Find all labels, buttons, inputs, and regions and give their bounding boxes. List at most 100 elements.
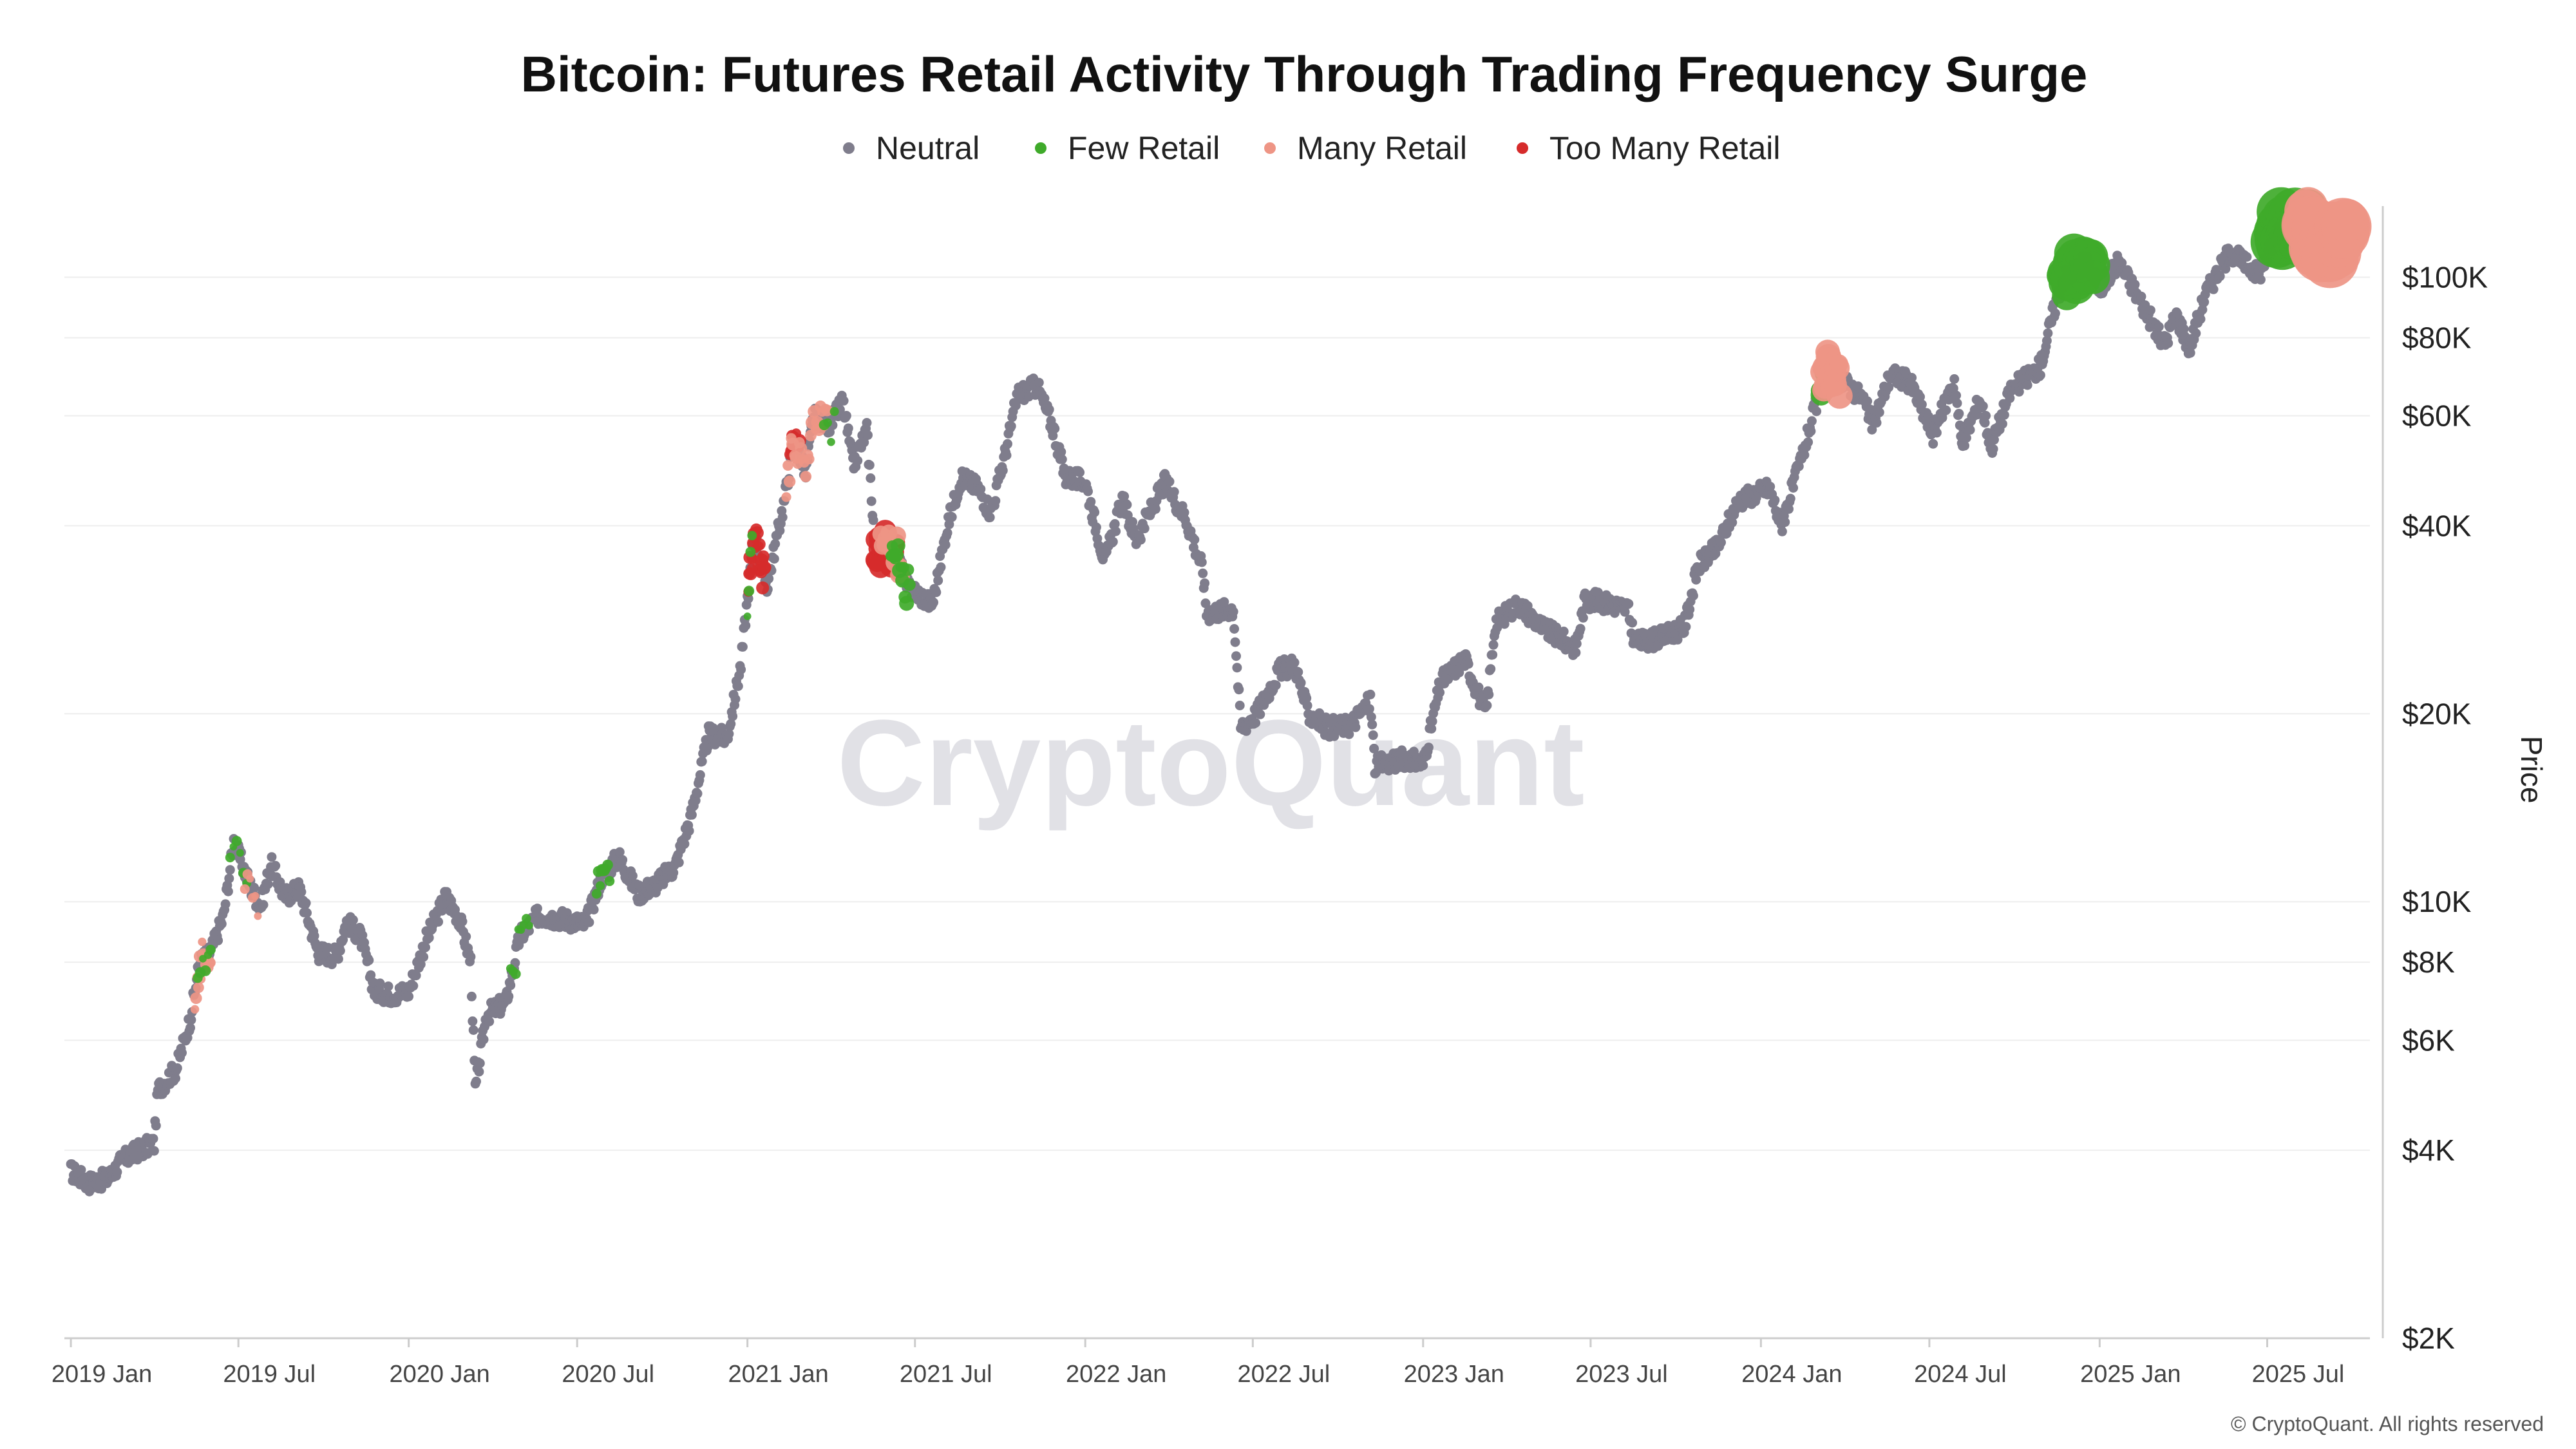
neutral-point: [1961, 433, 1971, 443]
neutral-point: [1960, 440, 1969, 451]
neutral-point: [998, 466, 1008, 476]
neutral-point: [468, 1025, 478, 1035]
neutral-point: [1484, 690, 1494, 699]
neutral-point: [1981, 411, 1991, 421]
neutral-point: [1427, 716, 1437, 726]
neutral-point: [1083, 486, 1093, 497]
neutral-point: [1486, 664, 1496, 674]
many-retail-point: [781, 492, 791, 502]
y-tick-label: $4K: [2402, 1133, 2455, 1167]
neutral-point: [1200, 578, 1210, 589]
few-retail-point: [225, 853, 235, 863]
neutral-point: [2145, 305, 2155, 316]
neutral-point: [471, 1076, 481, 1086]
neutral-point: [333, 954, 343, 964]
neutral-point: [736, 665, 746, 675]
neutral-point: [2014, 386, 2024, 397]
neutral-point: [267, 852, 277, 862]
many-retail-point: [1829, 354, 1848, 374]
few-retail-point: [522, 914, 531, 923]
x-tick-label: 2023 Jan: [1404, 1361, 1504, 1388]
neutral-point: [1965, 425, 1975, 435]
neutral-point: [348, 915, 358, 925]
legend-item-too-many-retail[interactable]: Too Many Retail: [1517, 130, 1781, 166]
neutral-point: [1952, 398, 1962, 408]
y-tick-label: $20K: [2402, 697, 2472, 730]
neutral-point: [2215, 271, 2225, 281]
neutral-point: [225, 865, 235, 875]
neutral-point: [419, 952, 429, 962]
neutral-point: [186, 1015, 196, 1025]
neutral-point: [618, 855, 628, 865]
neutral-point: [475, 1058, 485, 1068]
legend-label-many-retail: Many Retail: [1297, 130, 1467, 166]
neutral-point: [1044, 404, 1054, 415]
neutral-point: [1812, 406, 1822, 417]
neutral-point: [2050, 308, 2060, 319]
neutral-point: [838, 395, 849, 406]
neutral-point: [223, 886, 233, 896]
neutral-point: [843, 423, 853, 433]
neutral-point: [1788, 483, 1799, 493]
x-tick-labels: 2019 Jan 2019 Jul 2020 Jan 2020 Jul 2021 Jan…: [52, 1338, 2344, 1388]
neutral-point: [692, 788, 703, 799]
neutral-point: [1862, 396, 1873, 406]
neutral-point: [185, 1023, 195, 1033]
many-retail-point: [783, 475, 796, 488]
neutral-point: [1681, 621, 1691, 632]
neutral-point: [1806, 426, 1816, 436]
neutral-point: [737, 641, 748, 652]
few-retail-point: [827, 438, 835, 446]
neutral-point: [2022, 380, 2032, 390]
neutral-point: [1293, 667, 1303, 677]
legend-item-neutral[interactable]: Neutral: [843, 130, 980, 166]
many-retail-point: [804, 453, 815, 465]
few-retail-point: [747, 531, 757, 540]
neutral-point: [1785, 493, 1795, 504]
few-retail-point: [743, 612, 752, 620]
neutral-point: [532, 904, 542, 914]
neutral-point: [1765, 482, 1776, 492]
few-retail-point: [602, 859, 613, 871]
neutral-point: [1189, 535, 1200, 545]
neutral-point: [461, 931, 471, 942]
neutral-point: [841, 411, 851, 421]
neutral-point: [506, 980, 516, 990]
legend-label-few-retail: Few Retail: [1068, 130, 1220, 166]
neutral-point: [1988, 444, 1998, 454]
few-retail-point: [2076, 260, 2110, 294]
neutral-point: [1235, 701, 1245, 710]
x-tick-label: 2019 Jul: [223, 1361, 316, 1388]
neutral-point: [942, 527, 952, 538]
neutral-point: [1672, 634, 1683, 645]
neutral-point: [674, 857, 684, 867]
neutral-point: [853, 455, 863, 466]
neutral-point: [1941, 405, 1951, 415]
neutral-point: [1200, 598, 1211, 609]
neutral-point: [2199, 297, 2210, 307]
neutral-point: [302, 908, 312, 918]
neutral-point: [1558, 627, 1569, 636]
y-tick-label: $80K: [2402, 321, 2472, 354]
neutral-point: [1928, 439, 1938, 449]
neutral-point: [1931, 428, 1942, 438]
neutral-point: [1350, 722, 1361, 732]
legend-item-few-retail[interactable]: Few Retail: [1035, 130, 1220, 166]
x-tick-label: 2024 Jul: [1914, 1361, 2007, 1388]
neutral-point: [474, 1066, 484, 1077]
neutral-point: [726, 719, 736, 729]
x-tick-label: 2024 Jan: [1741, 1361, 1842, 1388]
legend-item-many-retail[interactable]: Many Retail: [1264, 130, 1467, 166]
neutral-point: [976, 484, 986, 494]
neutral-point: [929, 597, 938, 607]
neutral-point: [864, 460, 875, 470]
neutral-point: [408, 981, 419, 991]
many-retail-point: [190, 1005, 200, 1014]
neutral-point: [866, 473, 876, 483]
watermark: CryptoQuant: [837, 695, 1584, 831]
neutral-point: [1874, 407, 1884, 417]
neutral-point: [364, 955, 374, 965]
neutral-point: [1368, 730, 1378, 741]
neutral-point: [931, 587, 942, 598]
neutral-point: [213, 935, 223, 945]
